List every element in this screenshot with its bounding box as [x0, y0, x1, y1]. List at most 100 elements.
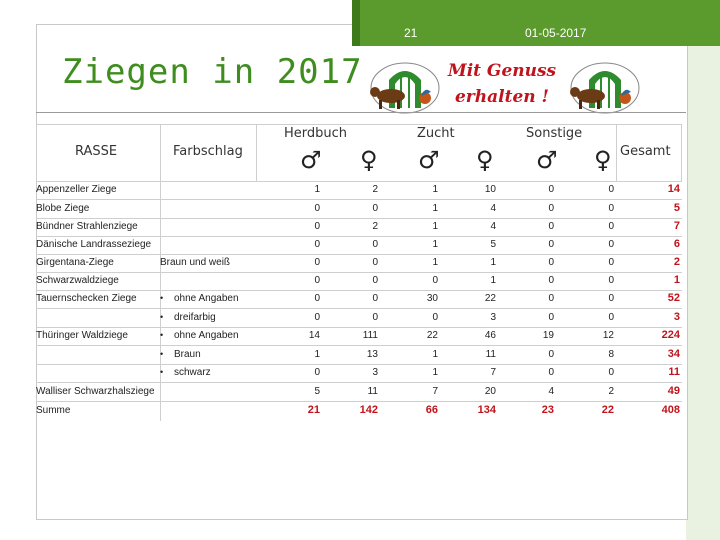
row-divider — [160, 364, 161, 383]
value-cell: 0 — [608, 367, 614, 378]
value-cell: 4 — [490, 221, 496, 232]
gesamt-cell: 34 — [667, 348, 680, 360]
value-cell: 4 — [548, 386, 554, 397]
header-left-edge — [36, 124, 37, 182]
value-cell: 0 — [548, 221, 554, 232]
zucht-female-symbol: ♀ — [476, 146, 494, 174]
value-cell: 11 — [485, 349, 496, 360]
top-bar-edge — [352, 0, 362, 46]
value-cell: 2 — [372, 184, 378, 195]
row-separator — [36, 382, 682, 383]
value-cell: 13 — [366, 349, 378, 360]
value-cell: 0 — [548, 349, 554, 360]
bullet-icon: • — [160, 312, 164, 322]
slide-title: Ziegen in 2017 — [62, 52, 363, 92]
gesamt-cell: 224 — [661, 329, 680, 341]
value-cell: 5 — [490, 239, 496, 250]
row-divider — [160, 200, 161, 219]
value-cell: 0 — [432, 275, 438, 286]
value-cell: 0 — [314, 203, 320, 214]
value-cell: 0 — [372, 275, 378, 286]
value-cell: 1 — [432, 184, 438, 195]
farbschlag-cell: dreifarbig — [174, 312, 216, 323]
value-cell: 0 — [548, 293, 554, 304]
row-divider — [160, 327, 161, 346]
value-cell: 0 — [314, 293, 320, 304]
value-cell: 0 — [432, 312, 438, 323]
value-cell: 0 — [314, 367, 320, 378]
herdbuch-female-symbol: ♀ — [360, 146, 378, 174]
rasse-cell: Schwarzwaldziege — [36, 275, 119, 286]
value-cell: 1 — [314, 349, 320, 360]
value-cell: 0 — [372, 239, 378, 250]
value-cell: 22 — [426, 330, 438, 341]
value-cell: 0 — [314, 221, 320, 232]
footer-copyright: © Nutztier-Arche Kastanienhof — [528, 520, 650, 530]
farbschlag-cell: Braun — [174, 349, 201, 360]
gesamt-cell: 2 — [673, 256, 680, 268]
row-separator — [36, 218, 682, 219]
sonstige-female-symbol: ♀ — [594, 146, 612, 174]
row-divider — [160, 383, 161, 402]
row-separator — [36, 199, 682, 200]
farbschlag-cell: ohne Angaben — [174, 330, 239, 341]
slide-number: 21 — [404, 26, 418, 40]
value-cell: 7 — [490, 367, 496, 378]
value-cell: 4 — [490, 203, 496, 214]
top-bar — [360, 0, 720, 46]
value-cell: 2 — [608, 386, 614, 397]
value-cell: 1 — [432, 239, 438, 250]
value-cell: 2 — [372, 221, 378, 232]
row-separator — [36, 327, 682, 328]
summe-total-cell: 408 — [661, 404, 680, 416]
value-cell: 0 — [608, 257, 614, 268]
row-separator — [36, 236, 682, 237]
summe-value-cell: 22 — [601, 404, 614, 416]
value-cell: 1 — [432, 349, 438, 360]
slogan-line-1: Mit Genuss — [447, 61, 557, 81]
rasse-cell: Bündner Strahlenziege — [36, 221, 138, 232]
value-cell: 0 — [314, 239, 320, 250]
slogan-line-2: erhalten ! — [454, 87, 549, 107]
value-cell: 11 — [367, 386, 378, 397]
gesamt-cell: 5 — [673, 202, 680, 214]
value-cell: 1 — [432, 203, 438, 214]
farm-logo-left — [370, 62, 440, 114]
value-cell: 22 — [484, 293, 496, 304]
sonstige-male-symbol: ♂ — [536, 146, 558, 174]
header-farbschlag-divider — [256, 124, 257, 182]
summe-value-cell: 66 — [425, 404, 438, 416]
header-sonstige: Sonstige — [526, 126, 583, 141]
value-cell: 1 — [490, 257, 496, 268]
bullet-icon: • — [160, 367, 164, 377]
row-separator — [36, 401, 682, 402]
gesamt-cell: 11 — [668, 366, 680, 378]
value-cell: 0 — [548, 367, 554, 378]
value-cell: 0 — [372, 293, 378, 304]
rasse-cell: Tauernschecken Ziege — [36, 293, 137, 304]
herdbuch-male-symbol: ♂ — [300, 146, 322, 174]
value-cell: 1 — [432, 221, 438, 232]
header-herdbuch: Herdbuch — [284, 126, 348, 141]
gesamt-cell: 1 — [673, 274, 680, 286]
summe-label: Summe — [36, 405, 71, 416]
row-separator — [36, 254, 682, 255]
header-divider — [36, 112, 686, 113]
header-gesamt: Gesamt — [620, 144, 671, 159]
zucht-male-symbol: ♂ — [418, 146, 440, 174]
logo-slogan: Mit Genuss erhalten ! — [446, 58, 558, 110]
value-cell: 111 — [362, 330, 378, 341]
summe-value-cell: 142 — [359, 404, 378, 416]
value-cell: 0 — [314, 257, 320, 268]
value-cell: 0 — [608, 203, 614, 214]
rasse-cell: Appenzeller Ziege — [36, 184, 117, 195]
rasse-cell: Blobe Ziege — [36, 203, 90, 214]
value-cell: 0 — [608, 312, 614, 323]
farbschlag-cell: Braun und weiß — [160, 257, 231, 268]
header-rasse: RASSE — [75, 144, 118, 159]
farbschlag-cell: ohne Angaben — [174, 293, 239, 304]
value-cell: 1 — [314, 184, 320, 195]
value-cell: 1 — [432, 367, 438, 378]
value-cell: 7 — [432, 386, 438, 397]
value-cell: 0 — [548, 275, 554, 286]
